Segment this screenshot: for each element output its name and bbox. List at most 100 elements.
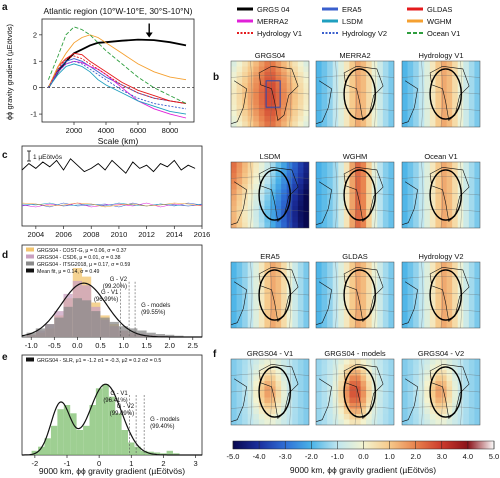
panel-e-bar xyxy=(83,425,90,455)
map-cell xyxy=(355,419,362,425)
map-cell xyxy=(275,222,282,228)
map-cell xyxy=(424,61,431,68)
map-cell xyxy=(407,262,414,269)
map-cell xyxy=(452,306,459,313)
panel-d-legend-swatch xyxy=(26,247,34,252)
map-cell xyxy=(297,61,305,68)
map-cell xyxy=(382,306,390,313)
map-cell xyxy=(382,121,390,127)
map-cell xyxy=(418,178,425,185)
map-cell xyxy=(332,184,339,191)
map-cell xyxy=(231,173,238,180)
map-cell xyxy=(463,289,470,296)
panel-c-xtick-label: 2006 xyxy=(55,230,72,239)
map-cell xyxy=(242,178,249,185)
map-cell xyxy=(377,110,384,117)
map-cell xyxy=(441,375,448,382)
map-cell xyxy=(297,105,305,112)
map-cell xyxy=(435,267,442,274)
map-cell xyxy=(264,88,271,95)
map-cell xyxy=(446,311,453,318)
map-cell xyxy=(388,66,394,73)
map-cell xyxy=(349,211,356,218)
map-gridline xyxy=(250,162,253,228)
map-cell xyxy=(343,311,351,318)
map-cell xyxy=(463,66,470,73)
map-cell xyxy=(292,99,299,106)
map-cell xyxy=(474,364,480,371)
map-cell xyxy=(286,273,293,280)
map-cell xyxy=(424,359,431,366)
panel-a-series-line xyxy=(48,60,187,110)
map-cell xyxy=(247,267,254,274)
map-cell xyxy=(297,77,305,84)
map-cell xyxy=(247,284,254,291)
map-gridline xyxy=(402,192,480,196)
map-cell xyxy=(332,267,339,274)
panel-e-bar xyxy=(63,405,71,455)
map-cell xyxy=(371,217,378,224)
map-cell xyxy=(407,217,414,224)
panel-d-bar xyxy=(109,321,119,337)
map-cell xyxy=(452,364,459,371)
map-cell xyxy=(463,121,470,127)
panel-e-bar xyxy=(95,388,103,455)
map-cell xyxy=(292,370,299,377)
panel-letter-e: e xyxy=(2,352,8,363)
map-cell xyxy=(402,278,409,285)
map-cell xyxy=(292,273,299,280)
map-cell xyxy=(286,173,293,180)
panel-e-bar xyxy=(115,413,122,455)
map-cell xyxy=(413,289,420,296)
map-cell xyxy=(286,167,293,174)
map-cell xyxy=(349,295,356,302)
map-cell xyxy=(247,173,254,180)
map-cell xyxy=(424,211,431,218)
map-cell xyxy=(402,200,409,207)
panel-e-markers: G - V1(96.41%)G - V2(99.09%)G - models(9… xyxy=(103,391,179,455)
map-cell xyxy=(292,392,299,399)
map-cell xyxy=(231,289,238,296)
map-cell xyxy=(441,408,448,415)
map-cell xyxy=(343,116,351,123)
map-cell xyxy=(231,375,238,382)
map-coastline-africa xyxy=(343,266,384,322)
map-region-ellipse xyxy=(258,269,291,321)
map-cell xyxy=(297,178,305,185)
map-cell xyxy=(463,88,470,95)
map-cell xyxy=(303,83,309,90)
map-cell xyxy=(286,88,293,95)
map-cell xyxy=(452,88,459,95)
map-cell xyxy=(332,211,339,218)
map-cell xyxy=(407,83,414,90)
map-cell xyxy=(429,200,437,207)
map-cell xyxy=(231,262,238,269)
map-cell xyxy=(286,110,293,117)
map-cell xyxy=(236,419,243,425)
map-cell xyxy=(253,178,260,185)
map-cell xyxy=(303,295,309,302)
map-cell xyxy=(343,121,351,127)
map-cell xyxy=(452,217,459,224)
map-cell xyxy=(231,414,238,421)
map-cell xyxy=(441,83,448,90)
map-cell xyxy=(286,311,293,318)
map-cell xyxy=(316,300,323,307)
map-cell xyxy=(275,375,282,382)
map-cell xyxy=(424,206,431,213)
map-cell xyxy=(338,370,345,377)
map-cell xyxy=(382,211,390,218)
map-cell xyxy=(236,278,243,285)
map-cell xyxy=(321,200,328,207)
map-cell xyxy=(349,83,356,90)
map-cell xyxy=(303,322,309,328)
map-cell xyxy=(435,262,442,269)
map-cell xyxy=(247,386,254,393)
map-cell xyxy=(275,211,282,218)
map-cell xyxy=(463,364,470,371)
map-cell xyxy=(297,397,305,404)
map-cell xyxy=(355,189,362,196)
map-cell xyxy=(463,61,470,68)
map-cell xyxy=(275,381,282,388)
map-cell xyxy=(231,184,238,191)
